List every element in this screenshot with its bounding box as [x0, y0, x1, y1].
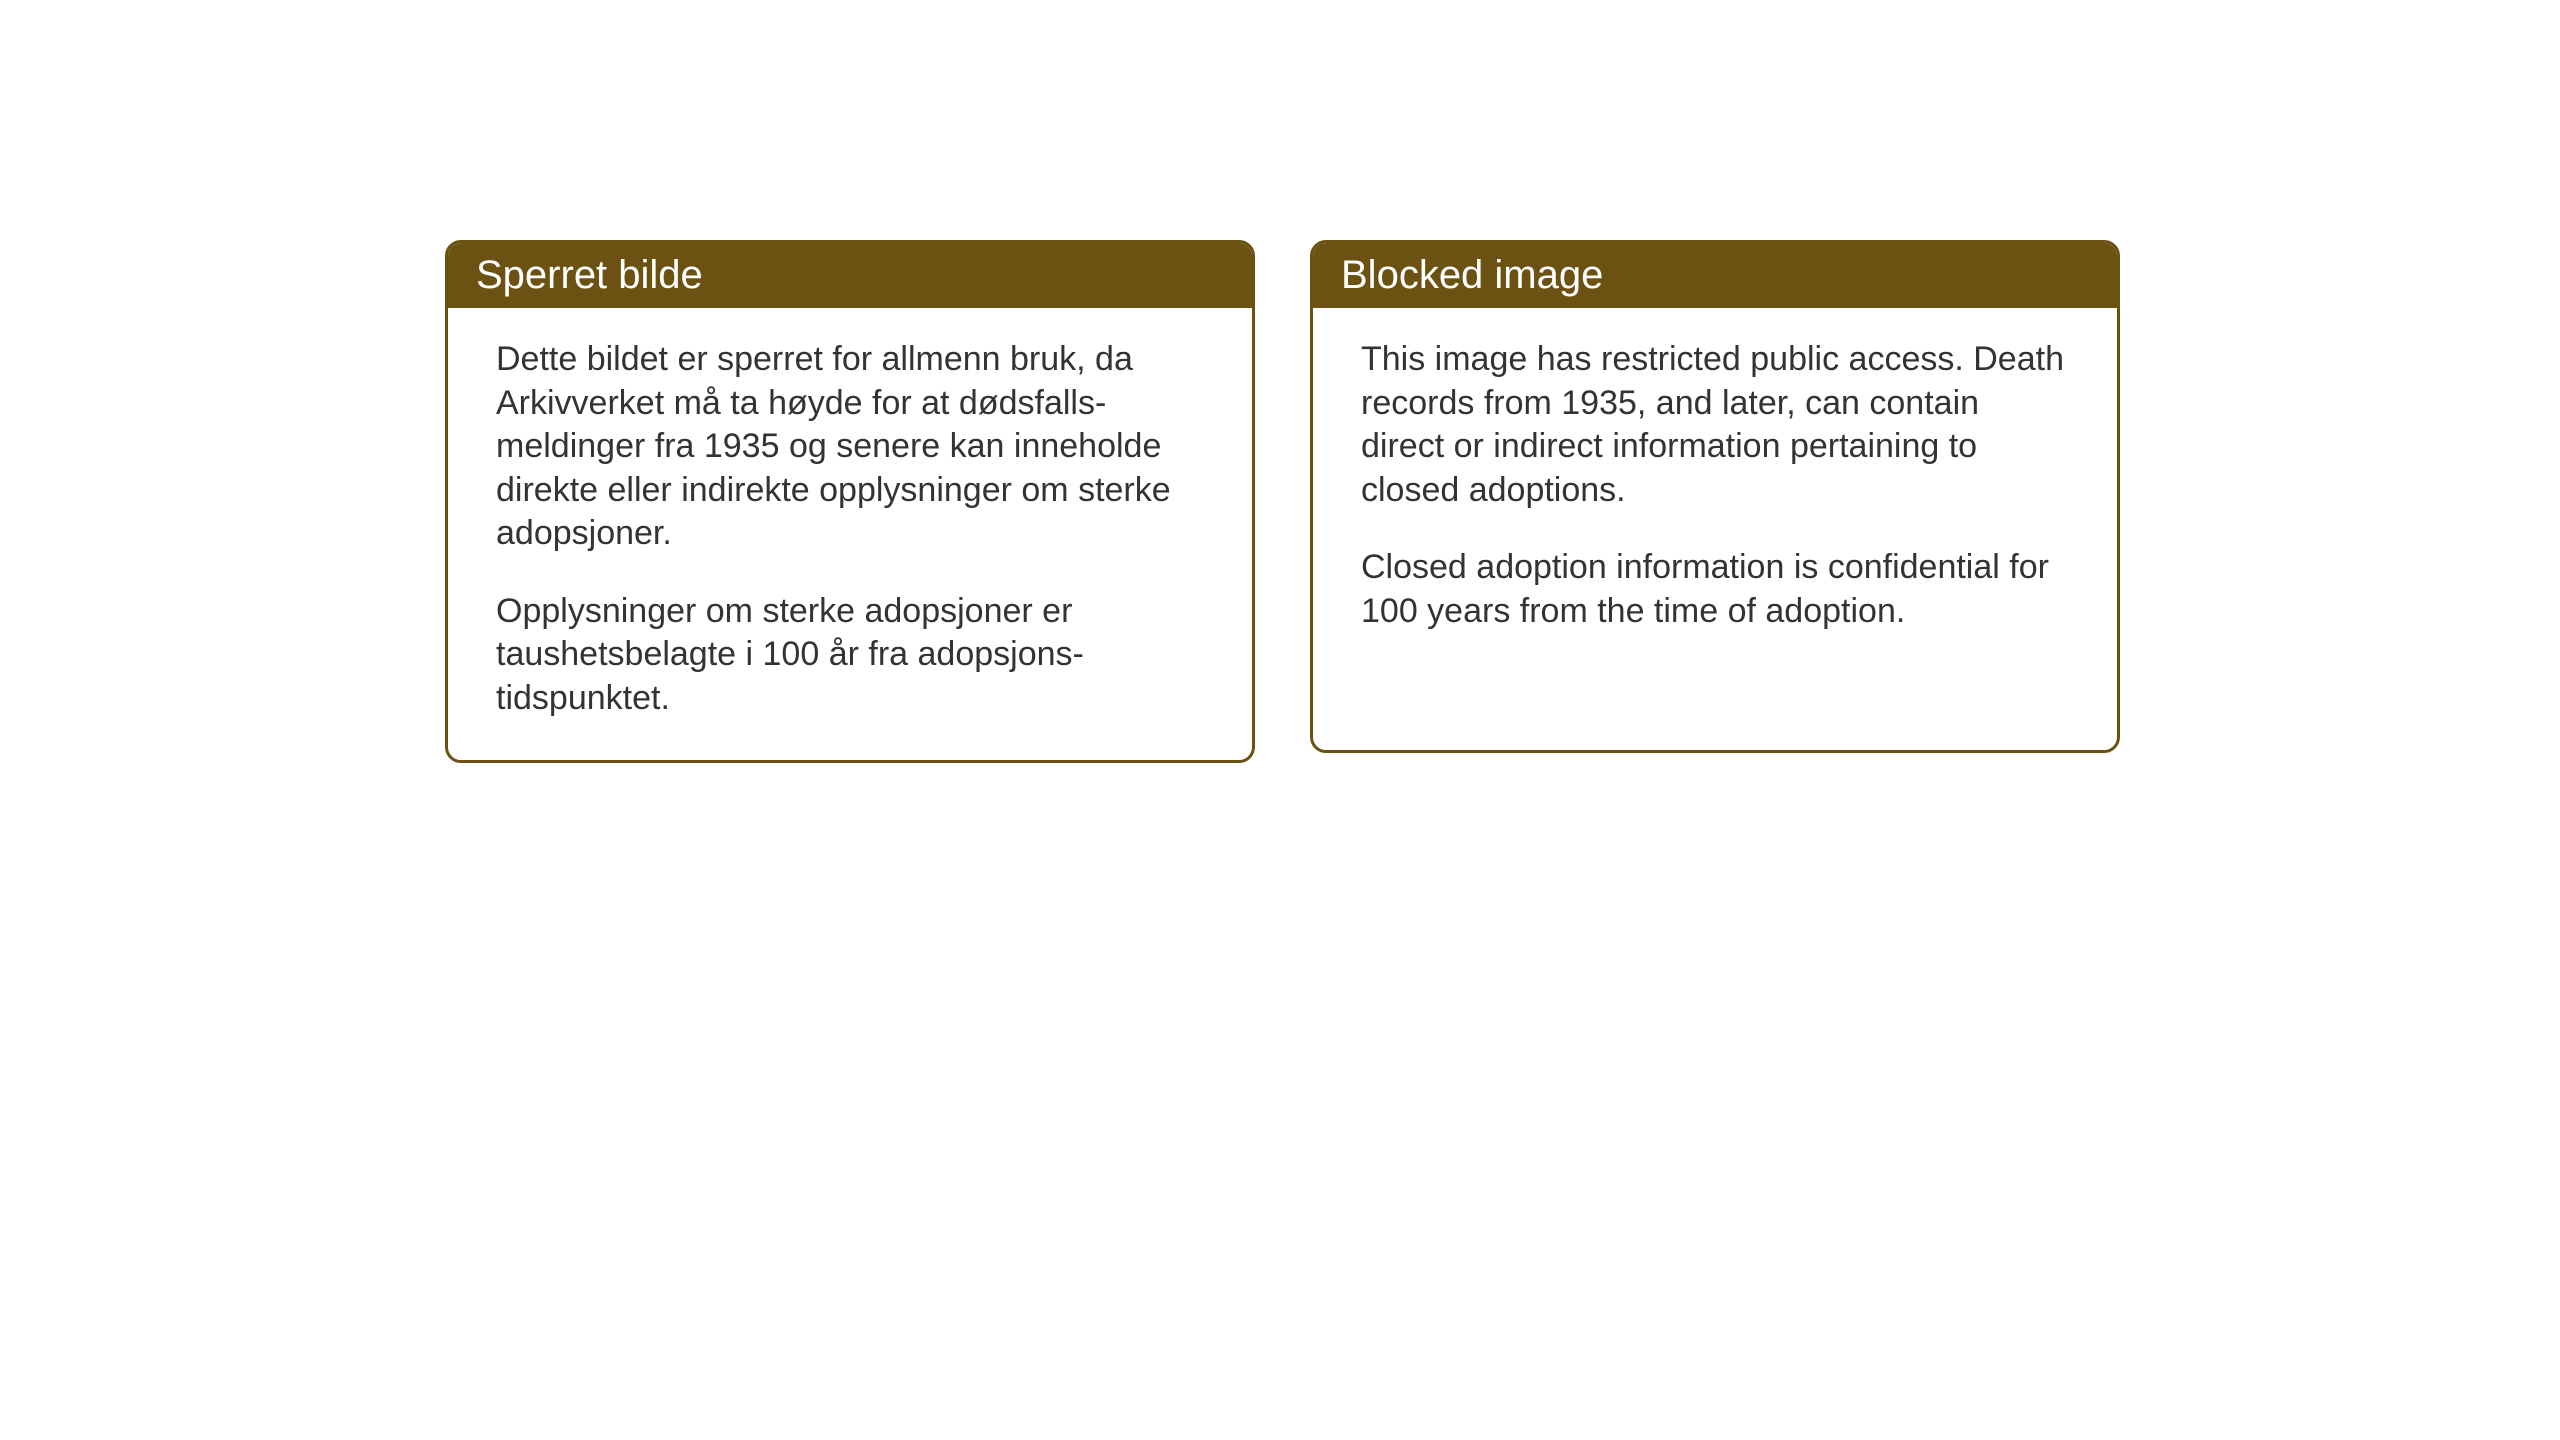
notice-title-english: Blocked image — [1341, 253, 1603, 297]
notice-body-english: This image has restricted public access.… — [1313, 308, 2117, 673]
notice-title-norwegian: Sperret bilde — [476, 253, 703, 297]
notice-paragraph-1-norwegian: Dette bildet er sperret for allmenn bruk… — [496, 338, 1204, 556]
notice-body-norwegian: Dette bildet er sperret for allmenn bruk… — [448, 308, 1252, 760]
notice-paragraph-2-norwegian: Opplysninger om sterke adopsjoner er tau… — [496, 590, 1204, 721]
notice-container: Sperret bilde Dette bildet er sperret fo… — [445, 240, 2120, 763]
notice-header-english: Blocked image — [1313, 243, 2117, 308]
notice-box-norwegian: Sperret bilde Dette bildet er sperret fo… — [445, 240, 1255, 763]
notice-paragraph-1-english: This image has restricted public access.… — [1361, 338, 2069, 512]
notice-paragraph-2-english: Closed adoption information is confident… — [1361, 546, 2069, 633]
notice-header-norwegian: Sperret bilde — [448, 243, 1252, 308]
notice-box-english: Blocked image This image has restricted … — [1310, 240, 2120, 753]
